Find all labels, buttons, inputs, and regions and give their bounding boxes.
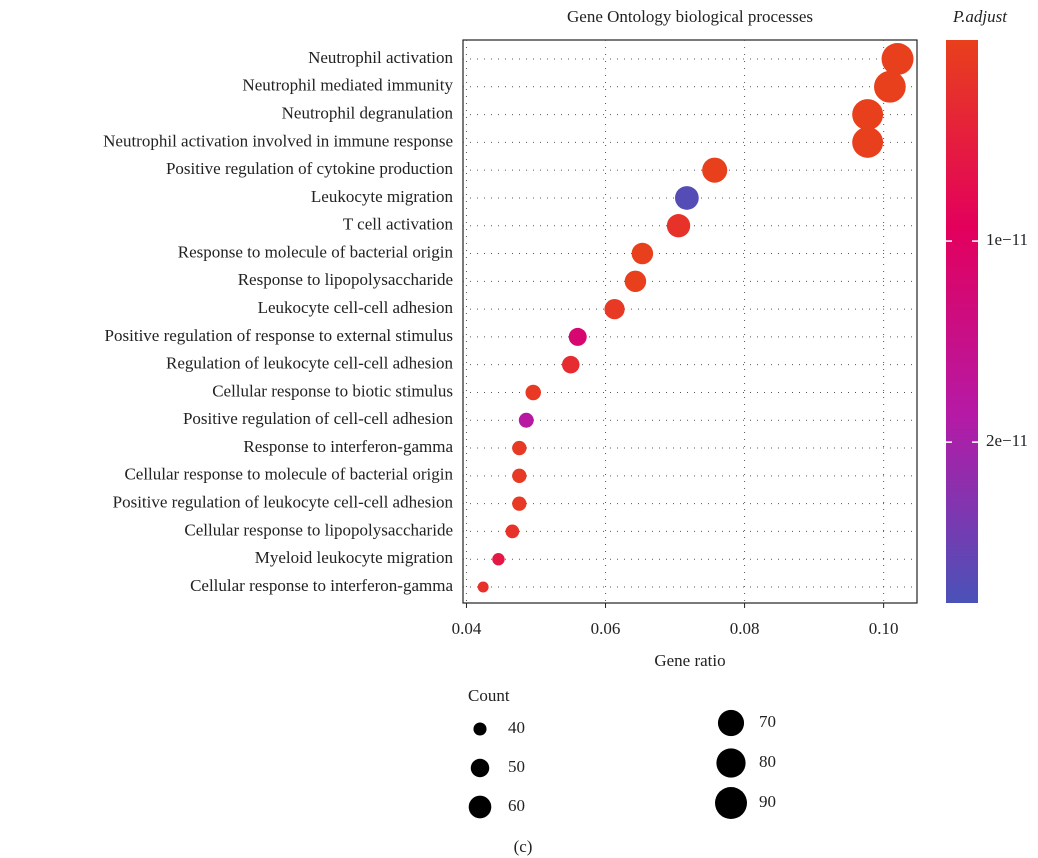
y-tick-label: Neutrophil mediated immunity: [242, 76, 453, 95]
size-legend-label: 60: [508, 796, 525, 815]
y-tick-label: Cellular response to biotic stimulus: [212, 381, 453, 400]
y-tick-label: Myeloid leukocyte migration: [255, 548, 454, 567]
dot: [512, 440, 527, 456]
dot: [604, 298, 625, 320]
y-tick-label: Response to lipopolysaccharide: [238, 270, 453, 289]
size-legend-dot: [468, 795, 492, 819]
x-tick-label: 0.08: [730, 619, 760, 638]
size-legend-label: 70: [759, 712, 776, 731]
size-legend-label: 90: [759, 792, 776, 811]
dot: [852, 126, 884, 158]
dot: [477, 581, 489, 593]
dot: [512, 496, 527, 511]
y-tick-label: Positive regulation of response to exter…: [105, 326, 453, 345]
colorbar-tick-label: 1e−11: [986, 230, 1028, 249]
y-tick-label: T cell activation: [343, 215, 454, 234]
size-legend-label: 80: [759, 752, 776, 771]
y-tick-label: Positive regulation of cell-cell adhesio…: [183, 409, 454, 428]
dot: [512, 468, 527, 484]
dot: [525, 384, 541, 401]
size-legend-title: Count: [468, 686, 510, 705]
dot: [561, 355, 580, 374]
dot: [702, 157, 728, 183]
y-tick-label: Positive regulation of cytokine producti…: [166, 159, 454, 178]
y-tick-label: Response to molecule of bacterial origin: [178, 242, 454, 261]
dot: [505, 524, 520, 539]
x-axis-label: Gene ratio: [654, 651, 725, 670]
y-tick-label: Cellular response to interferon-gamma: [190, 576, 453, 595]
x-tick-label: 0.06: [591, 619, 621, 638]
colorbar-tick-label: 2e−11: [986, 431, 1028, 450]
dot: [568, 327, 587, 346]
dot: [675, 186, 699, 210]
y-tick-label: Cellular response to lipopolysaccharide: [184, 520, 453, 539]
size-legend-label: 40: [508, 718, 525, 737]
size-legend-dot: [473, 722, 487, 736]
size-legend-dot: [470, 758, 490, 778]
size-legend-dot: [717, 709, 745, 737]
dot: [492, 553, 505, 566]
y-tick-label: Leukocyte cell-cell adhesion: [258, 298, 454, 317]
y-tick-label: Neutrophil degranulation: [282, 103, 454, 122]
dot: [666, 214, 691, 238]
colorbar-label: P.adjust: [952, 7, 1008, 26]
x-tick-label: 0.04: [452, 619, 482, 638]
plot-area: [462, 39, 918, 604]
y-tick-label: Leukocyte migration: [311, 187, 454, 206]
size-legend-dot: [715, 787, 747, 819]
y-tick-label: Positive regulation of leukocyte cell-ce…: [113, 493, 454, 512]
chart-title: Gene Ontology biological processes: [567, 7, 813, 26]
dot: [852, 99, 884, 131]
dot: [881, 43, 914, 75]
y-tick-label: Neutrophil activation: [308, 48, 453, 67]
dot: [624, 270, 647, 293]
caption: (c): [514, 837, 533, 856]
dot: [631, 242, 654, 265]
y-tick-label: Cellular response to molecule of bacteri…: [124, 465, 453, 484]
y-tick-label: Response to interferon-gamma: [243, 437, 453, 456]
dot: [874, 70, 906, 103]
x-tick-label: 0.10: [869, 619, 899, 638]
size-legend-label: 50: [508, 757, 525, 776]
size-legend-dot: [716, 748, 746, 778]
y-tick-label: Regulation of leukocyte cell-cell adhesi…: [166, 354, 454, 373]
y-tick-label: Neutrophil activation involved in immune…: [103, 131, 453, 150]
dot: [518, 412, 534, 428]
colorbar: [946, 40, 978, 603]
